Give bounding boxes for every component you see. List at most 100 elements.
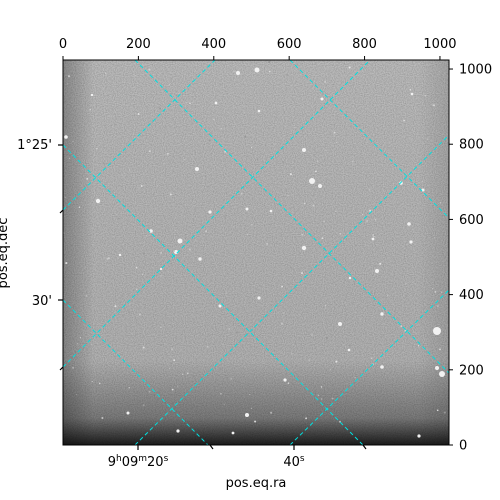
faint-star xyxy=(438,71,441,73)
faint-star xyxy=(269,265,271,267)
star xyxy=(410,92,414,96)
faint-star xyxy=(339,232,342,235)
faint-star xyxy=(312,204,315,207)
faint-star xyxy=(412,282,414,283)
faint-star xyxy=(315,170,317,173)
faint-star xyxy=(299,314,301,316)
faint-star xyxy=(137,301,139,304)
faint-star xyxy=(359,318,362,321)
top-tick-label: 200 xyxy=(126,37,151,52)
top-tick-label: 1000 xyxy=(423,37,456,52)
faint-star xyxy=(405,282,407,284)
faint-star xyxy=(166,152,169,155)
stars-layer xyxy=(63,61,446,438)
faint-star xyxy=(189,102,191,105)
faint-star xyxy=(173,359,176,362)
faint-star xyxy=(208,139,211,142)
faint-star xyxy=(357,141,359,143)
faint-star xyxy=(199,196,201,198)
faint-star xyxy=(77,343,79,345)
star xyxy=(371,237,375,241)
faint-star xyxy=(369,209,372,212)
faint-star xyxy=(79,337,81,339)
grid-line xyxy=(134,134,449,445)
faint-star xyxy=(325,336,328,339)
faint-star xyxy=(347,95,350,98)
faint-star xyxy=(134,74,136,76)
faint-star xyxy=(431,288,433,290)
faint-star xyxy=(149,150,151,152)
star xyxy=(309,178,315,184)
faint-star xyxy=(70,101,72,103)
faint-star xyxy=(324,305,326,307)
faint-star xyxy=(317,394,320,397)
faint-star xyxy=(293,126,296,129)
faint-star xyxy=(182,373,184,375)
faint-star xyxy=(85,380,87,382)
coordinate-grid xyxy=(63,60,449,445)
faint-star xyxy=(85,294,88,297)
faint-star xyxy=(374,218,377,221)
faint-star xyxy=(148,390,151,393)
faint-star xyxy=(319,78,321,80)
faint-star xyxy=(225,292,228,295)
image-frame xyxy=(62,59,450,446)
faint-star xyxy=(128,311,131,314)
star xyxy=(126,411,130,415)
faint-star xyxy=(389,142,391,144)
faint-star xyxy=(324,81,326,83)
faint-star xyxy=(275,68,278,71)
faint-star xyxy=(436,409,439,412)
faint-star xyxy=(233,78,236,82)
faint-star xyxy=(228,328,231,330)
faint-star xyxy=(72,140,74,143)
faint-star xyxy=(368,188,371,191)
star xyxy=(348,276,352,280)
faint-star xyxy=(249,393,251,395)
faint-star xyxy=(357,167,359,169)
faint-star xyxy=(292,211,294,214)
faint-star xyxy=(223,403,226,406)
faint-star xyxy=(250,407,252,409)
faint-star xyxy=(169,154,171,156)
faint-star xyxy=(301,233,304,236)
faint-star xyxy=(244,135,247,138)
faint-star xyxy=(146,235,148,237)
star xyxy=(407,222,411,226)
star xyxy=(409,240,413,244)
star xyxy=(214,101,218,105)
faint-star xyxy=(286,73,289,76)
dec-tick-label-1: 30' xyxy=(32,294,52,309)
faint-star xyxy=(107,252,109,255)
star xyxy=(380,312,384,316)
faint-star xyxy=(406,176,409,179)
grid-line xyxy=(63,60,216,211)
faint-star xyxy=(232,70,236,73)
faint-star xyxy=(386,100,389,103)
faint-star xyxy=(290,352,293,355)
faint-star xyxy=(372,234,374,236)
star xyxy=(417,434,421,438)
faint-star xyxy=(391,239,394,242)
faint-star xyxy=(160,252,162,254)
star xyxy=(320,97,324,101)
world-tick xyxy=(209,444,214,450)
faint-star xyxy=(154,90,156,92)
star xyxy=(198,257,202,261)
faint-star xyxy=(325,150,327,152)
top-tick-label: 600 xyxy=(277,37,302,52)
grid-line xyxy=(134,60,449,374)
faint-star xyxy=(106,257,109,260)
faint-star xyxy=(370,357,373,360)
faint-star xyxy=(437,229,440,232)
faint-star xyxy=(412,228,414,230)
right-tick-label: 400 xyxy=(459,288,484,303)
faint-star xyxy=(359,70,361,72)
star xyxy=(283,378,287,382)
star xyxy=(433,327,441,335)
faint-star xyxy=(141,273,144,276)
faint-star xyxy=(348,66,351,69)
faint-star xyxy=(246,234,248,236)
faint-star xyxy=(169,193,172,196)
faint-star xyxy=(220,216,222,218)
